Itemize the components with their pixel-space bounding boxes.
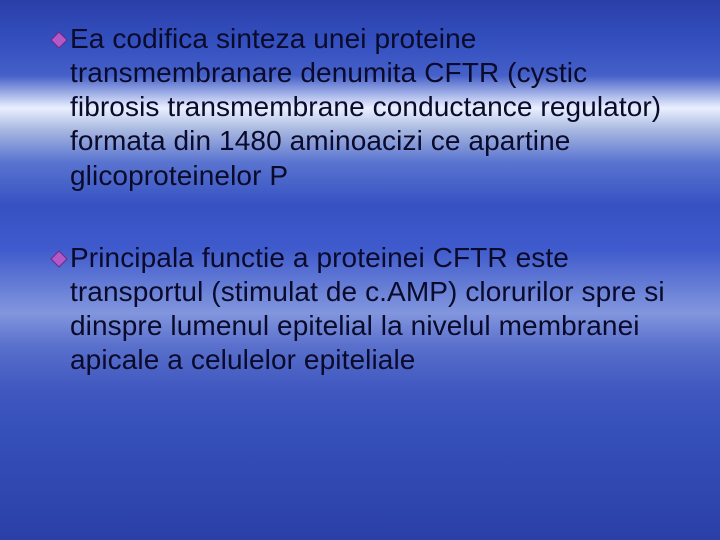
bullet-item: Ea codifica sinteza unei proteine transm… <box>50 22 680 193</box>
diamond-shape <box>51 251 67 267</box>
slide: Ea codifica sinteza unei proteine transm… <box>0 0 720 540</box>
diamond-bullet-icon <box>50 250 68 268</box>
diamond-bullet-icon <box>50 31 68 49</box>
bullet-text: Ea codifica sinteza unei proteine transm… <box>70 22 680 193</box>
bullet-row: Principala functie a proteinei CFTR este… <box>50 241 680 378</box>
bullet-row: Ea codifica sinteza unei proteine transm… <box>50 22 680 193</box>
diamond-shape <box>51 32 67 48</box>
bullet-item: Principala functie a proteinei CFTR este… <box>50 241 680 378</box>
bullet-text: Principala functie a proteinei CFTR este… <box>70 241 680 378</box>
